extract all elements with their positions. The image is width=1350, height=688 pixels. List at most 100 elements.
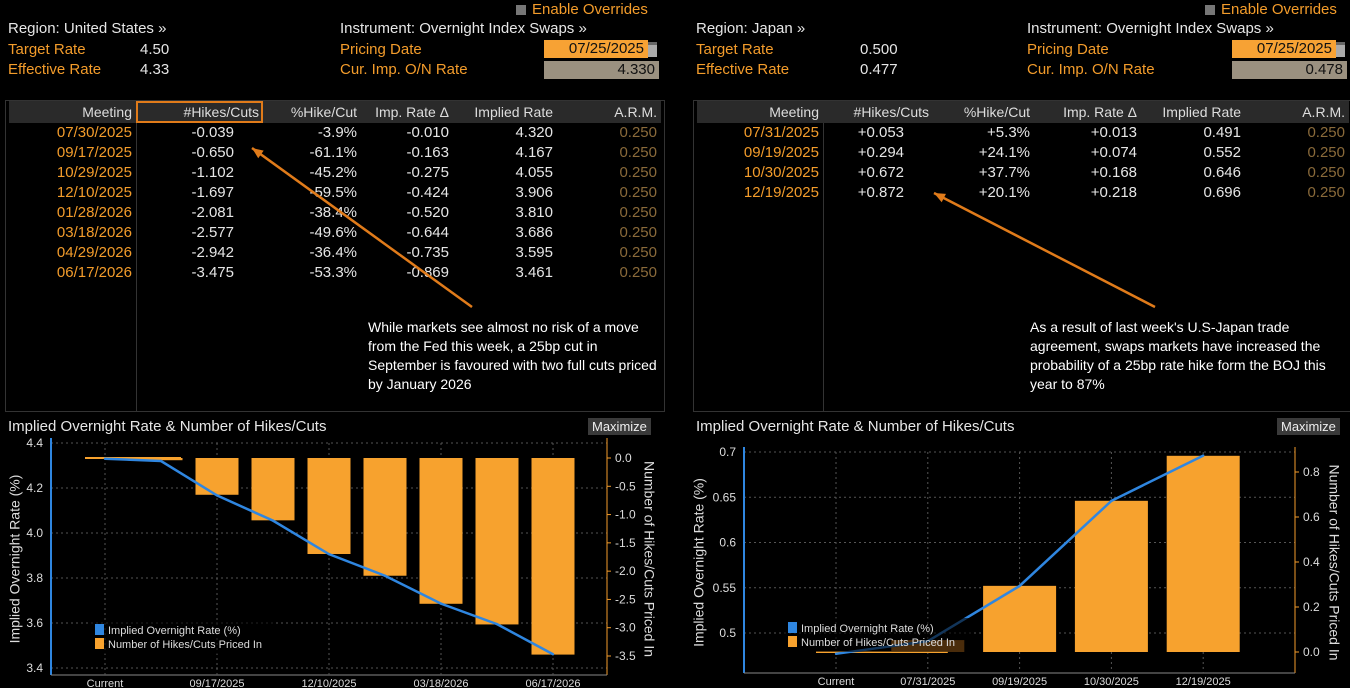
table-cell[interactable]: 12/10/2025 — [56, 184, 132, 201]
table-cell: -2.577 — [191, 224, 234, 241]
column-header[interactable]: Meeting — [9, 101, 136, 123]
table-cell: +0.872 — [857, 184, 904, 201]
column-divider — [136, 123, 137, 411]
cur-imp-rate-label: Cur. Imp. O/N Rate — [340, 61, 468, 78]
bar-07/30/2025 — [139, 458, 183, 461]
y2-tick-label: 0.6 — [1303, 510, 1320, 524]
effective-rate-value: 0.477 — [860, 61, 898, 78]
table-cell[interactable]: 09/17/2025 — [56, 144, 132, 161]
column-header[interactable]: %Hike/Cut — [933, 101, 1034, 123]
column-header[interactable]: #Hikes/Cuts — [136, 101, 263, 123]
table-cell: 0.696 — [1203, 184, 1241, 201]
table-cell: 0.552 — [1203, 144, 1241, 161]
table-cell: -0.163 — [406, 144, 449, 161]
calendar-icon[interactable] — [1336, 42, 1345, 57]
table-cell: +0.053 — [857, 124, 904, 141]
cur-imp-rate-input[interactable]: 0.478 — [1232, 61, 1347, 79]
table-cell[interactable]: 12/19/2025 — [743, 184, 819, 201]
column-header[interactable]: Meeting — [697, 101, 823, 123]
line-point — [439, 602, 443, 605]
table-cell: +0.168 — [1090, 164, 1137, 181]
y-tick-label: 0.65 — [713, 490, 737, 504]
x-tick-label: 10/30/2025 — [1084, 676, 1139, 688]
column-header[interactable]: %Hike/Cut — [263, 101, 361, 123]
line-point — [159, 459, 163, 463]
table-cell: 4.055 — [515, 164, 553, 181]
table-cell[interactable]: 07/31/2025 — [743, 124, 819, 141]
calendar-icon[interactable] — [648, 42, 657, 57]
instrument-selector[interactable]: Instrument: Overnight Index Swaps » — [340, 20, 587, 37]
x-tick-label: 03/18/2026 — [413, 678, 468, 688]
table-cell[interactable]: 03/18/2026 — [56, 224, 132, 241]
table-cell[interactable]: 07/30/2025 — [56, 124, 132, 141]
pricing-date-input[interactable]: 07/25/2025 — [1232, 40, 1336, 58]
y2-tick-label: -2.5 — [615, 592, 636, 606]
line-point — [215, 494, 219, 497]
y2-tick-label: -3.0 — [615, 621, 636, 635]
y-tick-label: 4.4 — [26, 436, 43, 450]
annotation-text: As a result of last week's U.S-Japan tra… — [1030, 319, 1326, 392]
table-cell: +20.1% — [978, 184, 1030, 201]
table-cell: 3.461 — [515, 264, 553, 281]
cur-imp-rate-input[interactable]: 4.330 — [544, 61, 659, 79]
table-cell[interactable]: 01/28/2026 — [56, 204, 132, 221]
column-header[interactable]: Implied Rate — [1141, 101, 1245, 123]
column-header[interactable]: #Hikes/Cuts — [823, 101, 933, 123]
line-point — [271, 519, 275, 522]
column-header[interactable]: Imp. Rate Δ — [361, 101, 453, 123]
table-cell: -45.2% — [309, 164, 357, 181]
line-point — [926, 639, 929, 643]
y2-tick-label: 0.8 — [1303, 465, 1320, 479]
table-cell[interactable]: 10/30/2025 — [743, 164, 819, 181]
checkbox-icon — [516, 5, 526, 16]
checkbox-icon — [1205, 5, 1215, 16]
bar-01/28/2026 — [363, 458, 407, 576]
table-cell: +0.013 — [1090, 124, 1137, 141]
legend-swatch-bar — [788, 636, 797, 647]
pricing-date-input[interactable]: 07/25/2025 — [544, 40, 648, 58]
enable-overrides-checkbox[interactable]: Enable Overrides — [1205, 1, 1337, 18]
column-divider — [823, 123, 824, 411]
y-tick-label: 0.55 — [713, 581, 737, 595]
line-point — [551, 653, 555, 656]
enable-overrides-checkbox[interactable]: Enable Overrides — [516, 1, 648, 18]
y2-tick-label: -0.5 — [615, 479, 636, 493]
instrument-selector[interactable]: Instrument: Overnight Index Swaps » — [1027, 20, 1274, 37]
column-header[interactable]: Imp. Rate Δ — [1034, 101, 1141, 123]
table-cell: -53.3% — [309, 264, 357, 281]
region-selector[interactable]: Region: United States » — [8, 20, 167, 37]
x-tick-label: 12/19/2025 — [1176, 676, 1231, 688]
table-cell[interactable]: 06/17/2026 — [56, 264, 132, 281]
table-cell: -38.4% — [309, 204, 357, 221]
table-cell: 4.320 — [515, 124, 553, 141]
region-selector[interactable]: Region: Japan » — [696, 20, 806, 37]
y-tick-label: 4.0 — [26, 526, 43, 540]
annotation-text: While markets see almost no risk of a mo… — [368, 319, 657, 392]
x-tick-label: 09/17/2025 — [189, 678, 244, 688]
line-point — [383, 574, 387, 577]
chart-1: 0.7 0.65 0.6 0.55 0.5 0.8 0.6 0.4 0.2 0.0 Current 0… — [691, 445, 1343, 688]
table-cell: 0.250 — [1307, 184, 1345, 201]
target-rate-value: 4.50 — [140, 41, 170, 58]
y-axis-label: Implied Overnight Rate (%) — [691, 478, 707, 647]
table-cell: 3.906 — [515, 184, 553, 201]
table-cell[interactable]: 04/29/2026 — [56, 244, 132, 261]
y2-tick-label: 0.4 — [1303, 555, 1320, 569]
bar-10/29/2025 — [251, 458, 295, 521]
table-cell[interactable]: 10/29/2025 — [56, 164, 132, 181]
chart-title: Implied Overnight Rate & Number of Hikes… — [8, 418, 327, 435]
column-header[interactable]: A.R.M. — [557, 101, 661, 123]
table-cell: +0.294 — [857, 144, 904, 161]
line-point — [834, 652, 838, 656]
table-cell[interactable]: 09/19/2025 — [743, 144, 819, 161]
table-cell: -0.644 — [406, 224, 449, 241]
legend-label: Number of Hikes/Cuts Priced In — [801, 637, 955, 649]
maximize-button[interactable]: Maximize — [1277, 418, 1340, 435]
maximize-button[interactable]: Maximize — [588, 418, 651, 435]
effective-rate-label: Effective Rate — [696, 61, 790, 78]
column-header[interactable]: A.R.M. — [1245, 101, 1349, 123]
column-header[interactable]: Implied Rate — [453, 101, 557, 123]
table-cell: 0.250 — [1307, 144, 1345, 161]
table-cell: 0.250 — [619, 124, 657, 141]
table-cell: -3.475 — [191, 264, 234, 281]
